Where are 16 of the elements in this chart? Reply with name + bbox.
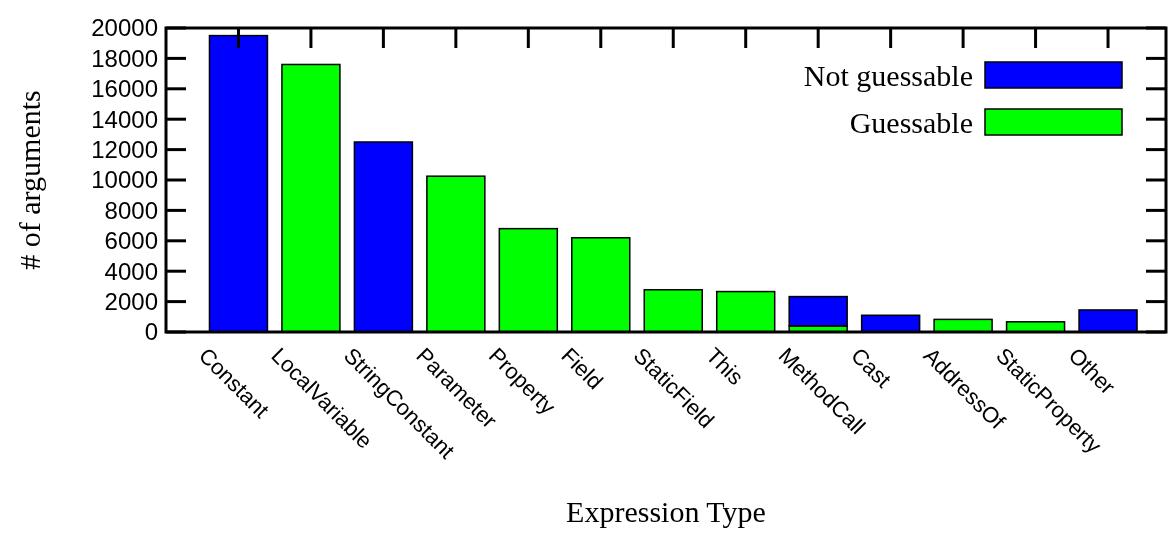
y-tick-label: 12000 <box>91 136 158 163</box>
y-tick-label: 6000 <box>104 227 158 255</box>
y-tick-label: 8000 <box>104 196 158 224</box>
y-tick-label: 4000 <box>104 257 158 285</box>
y-tick-label: 2000 <box>104 288 158 315</box>
y-tick-label: 18000 <box>91 44 158 72</box>
bar <box>788 295 848 327</box>
y-tick-label: 16000 <box>91 75 158 103</box>
y-tick-label: 10000 <box>91 166 158 194</box>
y-tick-label: 20000 <box>91 14 158 42</box>
x-axis-title: Expression Type <box>566 495 766 528</box>
y-axis-title: # of arguments <box>13 90 46 270</box>
y-tick-label: 14000 <box>91 105 158 133</box>
legend-label: Guessable <box>849 105 973 139</box>
legend-label: Not guessable <box>803 58 973 92</box>
y-tick-label: 0 <box>144 318 158 346</box>
